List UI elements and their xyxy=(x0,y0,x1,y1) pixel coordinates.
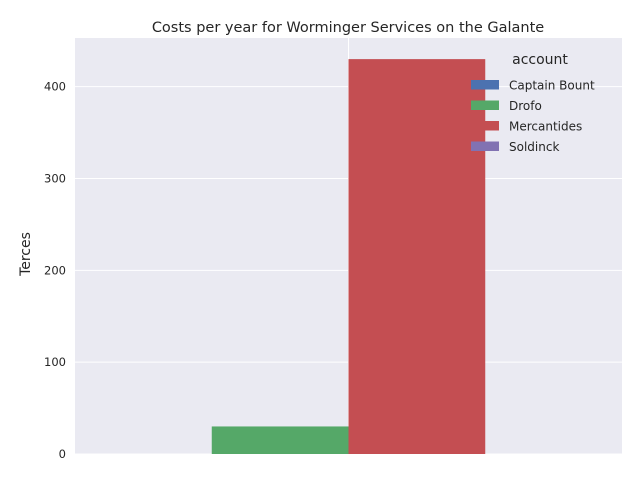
bar-drofo xyxy=(211,426,349,454)
legend-label: Mercantides xyxy=(509,120,582,134)
y-tick-label: 0 xyxy=(59,447,66,461)
y-tick-label: 400 xyxy=(44,80,66,94)
bar-mercantides xyxy=(348,59,486,455)
legend-swatch xyxy=(471,121,499,131)
y-tick-label: 200 xyxy=(44,263,66,277)
y-axis-ticks: 0 100 200 300 400 xyxy=(44,80,66,461)
legend-label: Drofo xyxy=(509,99,542,113)
legend-title: account xyxy=(512,52,568,68)
legend-swatch xyxy=(471,100,499,110)
legend: account Captain Bount Drofo Mercantides Sol… xyxy=(471,52,595,154)
legend-label: Soldinck xyxy=(509,140,559,154)
legend-items: Captain Bount Drofo Mercantides Soldinck xyxy=(471,79,595,154)
y-tick-label: 300 xyxy=(44,172,66,186)
y-tick-label: 100 xyxy=(44,355,66,369)
legend-swatch xyxy=(471,80,499,90)
legend-label: Captain Bount xyxy=(509,79,595,93)
chart-title: Costs per year for Worminger Services on… xyxy=(152,20,544,36)
bars-group xyxy=(211,59,486,455)
y-axis-label: Terces xyxy=(18,232,34,277)
legend-swatch xyxy=(471,141,499,151)
